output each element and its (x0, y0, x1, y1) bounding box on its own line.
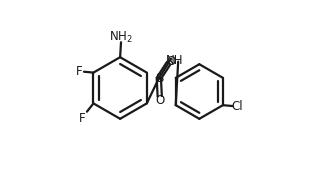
Text: Cl: Cl (232, 100, 243, 112)
Text: NH: NH (166, 54, 183, 67)
Text: O: O (155, 94, 164, 107)
Text: S: S (155, 72, 163, 85)
Text: F: F (79, 112, 86, 124)
Text: NH$_2$: NH$_2$ (110, 30, 133, 45)
Text: F: F (76, 65, 83, 78)
Text: O: O (166, 55, 175, 68)
